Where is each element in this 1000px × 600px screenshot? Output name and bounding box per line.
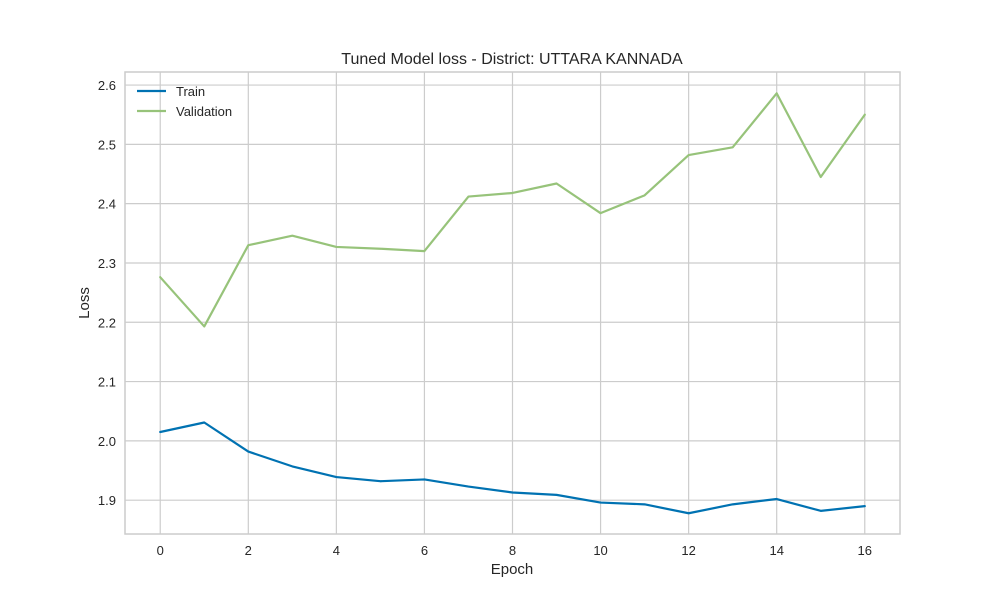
chart-title: Tuned Model loss - District: UTTARA KANN… — [341, 51, 683, 68]
y-tick-label: 2.2 — [98, 315, 116, 330]
x-tick-label: 10 — [593, 543, 607, 558]
plot-frame — [124, 71, 901, 535]
x-tick-label: 14 — [769, 543, 783, 558]
x-tick-label: 4 — [333, 543, 340, 558]
x-tick-label: 0 — [157, 543, 164, 558]
legend-label-train: Train — [176, 84, 205, 99]
x-axis-label: Epoch — [491, 561, 534, 578]
series-line-validation — [159, 92, 866, 328]
y-tick-label: 2.1 — [98, 375, 116, 390]
y-tick-label: 2.3 — [98, 256, 116, 271]
x-tick-label: 16 — [858, 543, 872, 558]
y-tick-label: 2.0 — [98, 434, 116, 449]
y-tick-label: 1.9 — [98, 493, 116, 508]
x-tick-label: 2 — [245, 543, 252, 558]
x-tick-label: 6 — [421, 543, 428, 558]
x-tick-labels: 0 2 4 6 8 10 12 14 16 — [157, 543, 872, 558]
series-line-train — [159, 421, 866, 515]
y-tick-label: 2.6 — [98, 78, 116, 93]
y-tick-label: 2.5 — [98, 137, 116, 152]
legend: Train Validation — [137, 84, 232, 119]
y-tick-labels: 1.9 2.0 2.1 2.2 2.3 2.4 2.5 2.6 — [98, 78, 116, 508]
x-tick-label: 8 — [509, 543, 516, 558]
legend-label-validation: Validation — [176, 104, 232, 119]
x-tick-label: 12 — [681, 543, 695, 558]
series-layer — [159, 92, 866, 515]
y-tick-label: 2.4 — [98, 197, 116, 212]
y-axis-label: Loss — [76, 287, 93, 319]
